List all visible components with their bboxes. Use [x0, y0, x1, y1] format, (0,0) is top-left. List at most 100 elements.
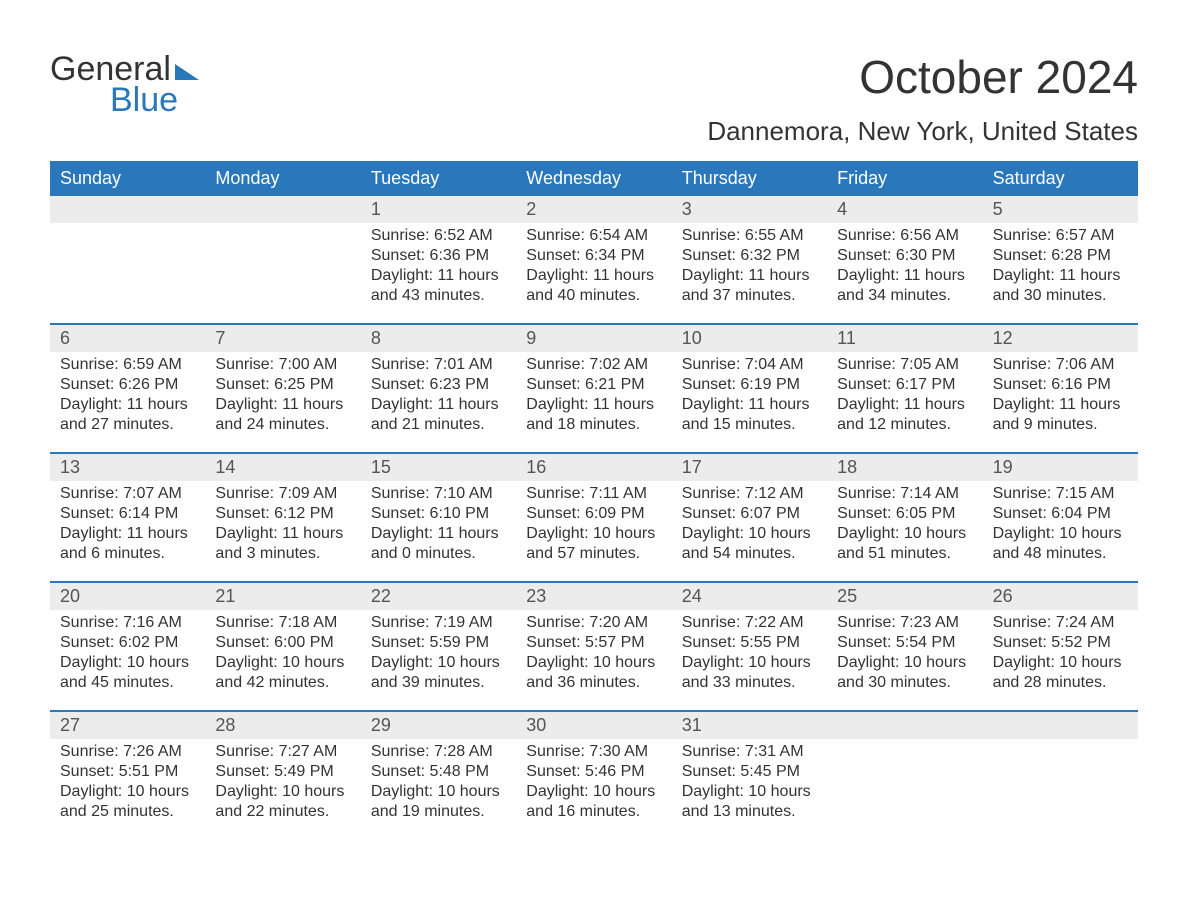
col-wednesday: Wednesday [516, 161, 671, 196]
day-number: 17 [672, 454, 827, 481]
day-number: 16 [516, 454, 671, 481]
day-cell: Sunrise: 6:56 AM Sunset: 6:30 PM Dayligh… [827, 223, 982, 323]
daynum-row: 13141516171819 [50, 454, 1138, 481]
day-cell: Sunrise: 7:15 AM Sunset: 6:04 PM Dayligh… [983, 481, 1138, 581]
title-block: October 2024 Dannemora, New York, United… [707, 50, 1138, 147]
day-cell: Sunrise: 7:31 AM Sunset: 5:45 PM Dayligh… [672, 739, 827, 839]
day-number [50, 196, 205, 223]
day-cell: Sunrise: 7:20 AM Sunset: 5:57 PM Dayligh… [516, 610, 671, 710]
day-number: 11 [827, 325, 982, 352]
day-cell: Sunrise: 7:27 AM Sunset: 5:49 PM Dayligh… [205, 739, 360, 839]
day-number: 25 [827, 583, 982, 610]
day-cell: Sunrise: 6:55 AM Sunset: 6:32 PM Dayligh… [672, 223, 827, 323]
day-cell: Sunrise: 7:07 AM Sunset: 6:14 PM Dayligh… [50, 481, 205, 581]
daydata-row: Sunrise: 7:16 AM Sunset: 6:02 PM Dayligh… [50, 610, 1138, 710]
daynum-row: 6789101112 [50, 325, 1138, 352]
day-cell: Sunrise: 7:06 AM Sunset: 6:16 PM Dayligh… [983, 352, 1138, 452]
day-cell: Sunrise: 7:30 AM Sunset: 5:46 PM Dayligh… [516, 739, 671, 839]
day-cell: Sunrise: 7:26 AM Sunset: 5:51 PM Dayligh… [50, 739, 205, 839]
day-number: 31 [672, 712, 827, 739]
day-cell: Sunrise: 6:52 AM Sunset: 6:36 PM Dayligh… [361, 223, 516, 323]
day-number: 19 [983, 454, 1138, 481]
day-cell: Sunrise: 6:59 AM Sunset: 6:26 PM Dayligh… [50, 352, 205, 452]
day-cell: Sunrise: 7:00 AM Sunset: 6:25 PM Dayligh… [205, 352, 360, 452]
week-block: 6789101112Sunrise: 6:59 AM Sunset: 6:26 … [50, 323, 1138, 452]
daydata-row: Sunrise: 7:26 AM Sunset: 5:51 PM Dayligh… [50, 739, 1138, 839]
day-cell: Sunrise: 7:02 AM Sunset: 6:21 PM Dayligh… [516, 352, 671, 452]
day-number: 23 [516, 583, 671, 610]
day-number: 7 [205, 325, 360, 352]
day-cell [827, 739, 982, 839]
calendar-header-row: Sunday Monday Tuesday Wednesday Thursday… [50, 161, 1138, 196]
day-number: 18 [827, 454, 982, 481]
logo: General Blue [50, 50, 199, 120]
week-block: 2728293031Sunrise: 7:26 AM Sunset: 5:51 … [50, 710, 1138, 839]
day-number: 14 [205, 454, 360, 481]
daynum-row: 20212223242526 [50, 583, 1138, 610]
day-number: 4 [827, 196, 982, 223]
day-number: 20 [50, 583, 205, 610]
daydata-row: Sunrise: 7:07 AM Sunset: 6:14 PM Dayligh… [50, 481, 1138, 581]
day-number: 21 [205, 583, 360, 610]
week-block: 13141516171819Sunrise: 7:07 AM Sunset: 6… [50, 452, 1138, 581]
day-cell: Sunrise: 7:18 AM Sunset: 6:00 PM Dayligh… [205, 610, 360, 710]
day-cell: Sunrise: 7:23 AM Sunset: 5:54 PM Dayligh… [827, 610, 982, 710]
day-cell: Sunrise: 7:09 AM Sunset: 6:12 PM Dayligh… [205, 481, 360, 581]
day-cell: Sunrise: 7:22 AM Sunset: 5:55 PM Dayligh… [672, 610, 827, 710]
daynum-row: 12345 [50, 196, 1138, 223]
header: General Blue October 2024 Dannemora, New… [50, 50, 1138, 147]
day-number: 2 [516, 196, 671, 223]
day-number: 22 [361, 583, 516, 610]
weeks-container: 12345Sunrise: 6:52 AM Sunset: 6:36 PM Da… [50, 196, 1138, 839]
day-number: 30 [516, 712, 671, 739]
day-cell: Sunrise: 6:57 AM Sunset: 6:28 PM Dayligh… [983, 223, 1138, 323]
day-number: 5 [983, 196, 1138, 223]
day-cell [50, 223, 205, 323]
day-cell: Sunrise: 7:05 AM Sunset: 6:17 PM Dayligh… [827, 352, 982, 452]
col-friday: Friday [827, 161, 982, 196]
day-cell: Sunrise: 7:04 AM Sunset: 6:19 PM Dayligh… [672, 352, 827, 452]
day-number: 8 [361, 325, 516, 352]
day-cell: Sunrise: 7:19 AM Sunset: 5:59 PM Dayligh… [361, 610, 516, 710]
day-number: 13 [50, 454, 205, 481]
day-number: 26 [983, 583, 1138, 610]
day-cell: Sunrise: 7:01 AM Sunset: 6:23 PM Dayligh… [361, 352, 516, 452]
calendar: Sunday Monday Tuesday Wednesday Thursday… [50, 161, 1138, 839]
day-number: 12 [983, 325, 1138, 352]
col-sunday: Sunday [50, 161, 205, 196]
page-title: October 2024 [707, 50, 1138, 104]
day-number: 3 [672, 196, 827, 223]
day-number: 28 [205, 712, 360, 739]
day-number [827, 712, 982, 739]
day-number [205, 196, 360, 223]
week-block: 20212223242526Sunrise: 7:16 AM Sunset: 6… [50, 581, 1138, 710]
day-number: 10 [672, 325, 827, 352]
col-saturday: Saturday [983, 161, 1138, 196]
logo-triangle-icon [175, 64, 199, 80]
col-monday: Monday [205, 161, 360, 196]
day-number: 9 [516, 325, 671, 352]
day-number: 6 [50, 325, 205, 352]
col-tuesday: Tuesday [361, 161, 516, 196]
day-cell [983, 739, 1138, 839]
week-block: 12345Sunrise: 6:52 AM Sunset: 6:36 PM Da… [50, 196, 1138, 323]
day-number: 1 [361, 196, 516, 223]
day-cell: Sunrise: 6:54 AM Sunset: 6:34 PM Dayligh… [516, 223, 671, 323]
daydata-row: Sunrise: 6:52 AM Sunset: 6:36 PM Dayligh… [50, 223, 1138, 323]
day-cell: Sunrise: 7:12 AM Sunset: 6:07 PM Dayligh… [672, 481, 827, 581]
daydata-row: Sunrise: 6:59 AM Sunset: 6:26 PM Dayligh… [50, 352, 1138, 452]
day-cell: Sunrise: 7:24 AM Sunset: 5:52 PM Dayligh… [983, 610, 1138, 710]
location-text: Dannemora, New York, United States [707, 116, 1138, 147]
day-cell [205, 223, 360, 323]
logo-blue-text: Blue [110, 81, 178, 120]
day-number: 15 [361, 454, 516, 481]
day-number: 24 [672, 583, 827, 610]
day-cell: Sunrise: 7:11 AM Sunset: 6:09 PM Dayligh… [516, 481, 671, 581]
day-number: 27 [50, 712, 205, 739]
daynum-row: 2728293031 [50, 712, 1138, 739]
col-thursday: Thursday [672, 161, 827, 196]
day-number: 29 [361, 712, 516, 739]
day-cell: Sunrise: 7:28 AM Sunset: 5:48 PM Dayligh… [361, 739, 516, 839]
day-cell: Sunrise: 7:16 AM Sunset: 6:02 PM Dayligh… [50, 610, 205, 710]
day-number [983, 712, 1138, 739]
